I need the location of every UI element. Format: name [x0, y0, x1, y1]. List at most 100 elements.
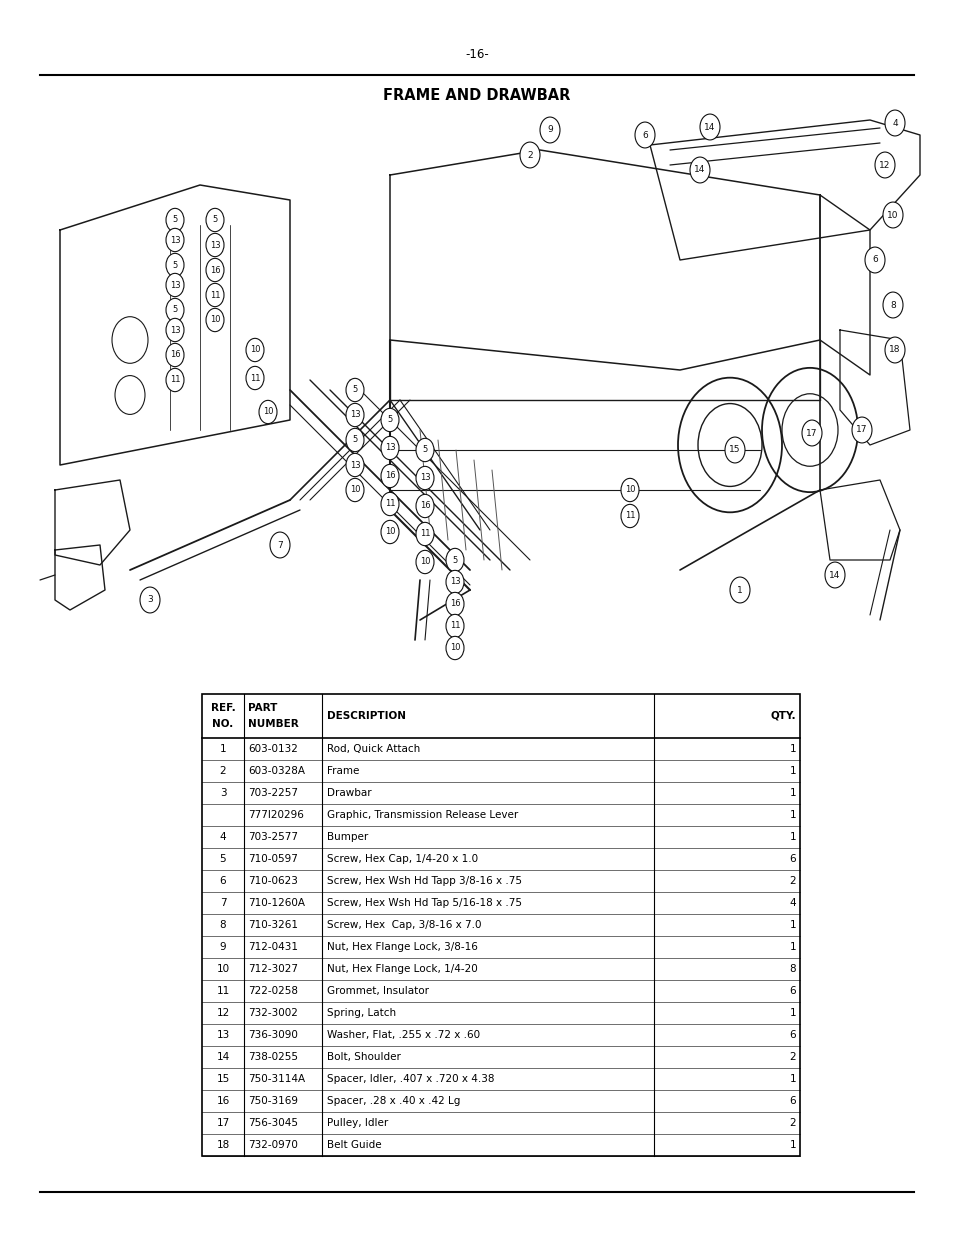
Text: 16: 16	[384, 472, 395, 480]
Text: 703-2577: 703-2577	[248, 832, 297, 842]
Text: 17: 17	[805, 429, 817, 437]
Text: 10: 10	[419, 557, 430, 567]
Circle shape	[446, 636, 463, 659]
Text: 9: 9	[547, 126, 553, 135]
Circle shape	[882, 291, 902, 317]
Text: 2: 2	[788, 876, 795, 885]
Text: Washer, Flat, .255 x .72 x .60: Washer, Flat, .255 x .72 x .60	[327, 1030, 479, 1040]
Circle shape	[635, 122, 655, 148]
Text: 1: 1	[788, 743, 795, 755]
Circle shape	[166, 209, 184, 232]
Text: 16: 16	[170, 351, 180, 359]
Circle shape	[270, 532, 290, 558]
Text: 2: 2	[788, 1118, 795, 1128]
Circle shape	[539, 117, 559, 143]
Text: 16: 16	[216, 1095, 230, 1107]
Text: 5: 5	[352, 436, 357, 445]
Circle shape	[166, 299, 184, 321]
Text: 5: 5	[172, 215, 177, 225]
Circle shape	[206, 233, 224, 257]
Circle shape	[166, 253, 184, 277]
Text: Spring, Latch: Spring, Latch	[327, 1008, 395, 1018]
Text: Screw, Hex Cap, 1/4-20 x 1.0: Screw, Hex Cap, 1/4-20 x 1.0	[327, 853, 477, 864]
Text: 1: 1	[788, 920, 795, 930]
Text: 4: 4	[891, 119, 897, 127]
Text: 5: 5	[172, 261, 177, 269]
Text: 10: 10	[216, 965, 230, 974]
Text: NO.: NO.	[213, 719, 233, 729]
Circle shape	[884, 110, 904, 136]
Text: 756-3045: 756-3045	[248, 1118, 297, 1128]
Text: 10: 10	[250, 346, 260, 354]
Text: 18: 18	[888, 346, 900, 354]
Text: 6: 6	[641, 131, 647, 140]
Circle shape	[346, 478, 364, 501]
Text: 16: 16	[449, 599, 460, 609]
Text: 3: 3	[147, 595, 152, 604]
Text: 750-3169: 750-3169	[248, 1095, 297, 1107]
Circle shape	[166, 228, 184, 252]
Text: 11: 11	[419, 530, 430, 538]
Text: 6: 6	[788, 986, 795, 995]
Text: 5: 5	[172, 305, 177, 315]
Circle shape	[882, 203, 902, 228]
Text: 1: 1	[219, 743, 226, 755]
Text: 5: 5	[387, 415, 393, 425]
Text: 1: 1	[788, 788, 795, 798]
Text: 712-0431: 712-0431	[248, 942, 297, 952]
Text: 17: 17	[856, 426, 867, 435]
Text: 14: 14	[703, 122, 715, 131]
Text: 2: 2	[788, 1052, 795, 1062]
Circle shape	[166, 319, 184, 342]
Circle shape	[874, 152, 894, 178]
Text: 6: 6	[788, 1030, 795, 1040]
Text: 13: 13	[384, 443, 395, 452]
Circle shape	[864, 247, 884, 273]
Text: PART: PART	[248, 703, 277, 713]
Text: 2: 2	[527, 151, 533, 159]
Text: Pulley, Idler: Pulley, Idler	[327, 1118, 388, 1128]
Text: 1: 1	[788, 1008, 795, 1018]
Circle shape	[416, 522, 434, 546]
Text: 10: 10	[886, 210, 898, 220]
Circle shape	[700, 114, 720, 140]
Circle shape	[416, 551, 434, 573]
Circle shape	[416, 438, 434, 462]
Text: 7: 7	[219, 898, 226, 908]
Text: 8: 8	[788, 965, 795, 974]
Text: QTY.: QTY.	[770, 711, 795, 721]
Text: 2: 2	[219, 766, 226, 776]
Text: 13: 13	[449, 578, 460, 587]
Circle shape	[689, 157, 709, 183]
Text: 5: 5	[219, 853, 226, 864]
Text: 17: 17	[216, 1118, 230, 1128]
Text: Nut, Hex Flange Lock, 3/8-16: Nut, Hex Flange Lock, 3/8-16	[327, 942, 477, 952]
Text: Drawbar: Drawbar	[327, 788, 372, 798]
Circle shape	[166, 343, 184, 367]
Text: 710-1260A: 710-1260A	[248, 898, 305, 908]
Text: 13: 13	[350, 461, 360, 469]
Text: Belt Guide: Belt Guide	[327, 1140, 381, 1150]
Text: 712-3027: 712-3027	[248, 965, 297, 974]
Text: 11: 11	[250, 373, 260, 383]
Circle shape	[416, 494, 434, 517]
Text: -16-: -16-	[465, 48, 488, 62]
Text: 6: 6	[788, 1095, 795, 1107]
Text: 5: 5	[213, 215, 217, 225]
Text: Graphic, Transmission Release Lever: Graphic, Transmission Release Lever	[327, 810, 517, 820]
Text: 736-3090: 736-3090	[248, 1030, 297, 1040]
Circle shape	[206, 209, 224, 232]
Text: 1: 1	[788, 832, 795, 842]
Text: 9: 9	[219, 942, 226, 952]
Text: 710-0623: 710-0623	[248, 876, 297, 885]
Text: 14: 14	[828, 571, 840, 579]
Text: 710-3261: 710-3261	[248, 920, 297, 930]
Circle shape	[446, 548, 463, 572]
Text: 11: 11	[216, 986, 230, 995]
Text: 12: 12	[216, 1008, 230, 1018]
Text: 732-3002: 732-3002	[248, 1008, 297, 1018]
Circle shape	[801, 420, 821, 446]
Circle shape	[380, 409, 398, 432]
Bar	[202, 694, 800, 1156]
Text: 10: 10	[262, 408, 273, 416]
